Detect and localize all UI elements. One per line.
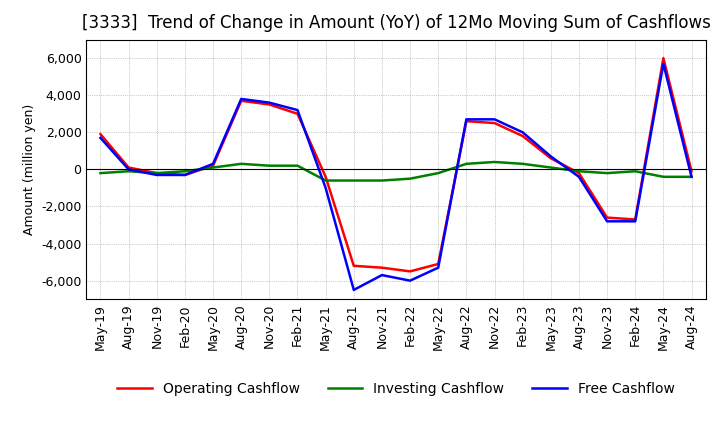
Operating Cashflow <box>96 132 105 137</box>
Operating Cashflow <box>153 170 161 176</box>
Free Cashflow <box>153 172 161 178</box>
Operating Cashflow <box>631 217 639 222</box>
Investing Cashflow <box>490 159 499 165</box>
Operating Cashflow <box>603 215 611 220</box>
Investing Cashflow <box>377 178 386 183</box>
Investing Cashflow <box>462 161 471 166</box>
Operating Cashflow <box>490 121 499 126</box>
Free Cashflow <box>406 278 415 283</box>
Legend: Operating Cashflow, Investing Cashflow, Free Cashflow: Operating Cashflow, Investing Cashflow, … <box>112 376 680 401</box>
Line: Operating Cashflow: Operating Cashflow <box>101 58 691 271</box>
Free Cashflow <box>293 107 302 113</box>
Investing Cashflow <box>687 174 696 180</box>
Operating Cashflow <box>575 170 583 176</box>
Free Cashflow <box>377 272 386 278</box>
Investing Cashflow <box>293 163 302 169</box>
Operating Cashflow <box>462 118 471 124</box>
Free Cashflow <box>546 154 555 159</box>
Free Cashflow <box>603 219 611 224</box>
Free Cashflow <box>575 174 583 180</box>
Investing Cashflow <box>96 170 105 176</box>
Investing Cashflow <box>631 169 639 174</box>
Operating Cashflow <box>321 174 330 180</box>
Operating Cashflow <box>659 55 667 61</box>
Investing Cashflow <box>153 170 161 176</box>
Line: Free Cashflow: Free Cashflow <box>101 64 691 290</box>
Title: [3333]  Trend of Change in Amount (YoY) of 12Mo Moving Sum of Cashflows: [3333] Trend of Change in Amount (YoY) o… <box>81 15 711 33</box>
Operating Cashflow <box>434 261 443 267</box>
Investing Cashflow <box>603 170 611 176</box>
Investing Cashflow <box>349 178 358 183</box>
Operating Cashflow <box>209 163 217 169</box>
Free Cashflow <box>125 167 133 172</box>
Operating Cashflow <box>546 156 555 161</box>
Operating Cashflow <box>237 98 246 103</box>
Investing Cashflow <box>321 178 330 183</box>
Operating Cashflow <box>293 111 302 117</box>
Free Cashflow <box>434 265 443 270</box>
Investing Cashflow <box>518 161 527 166</box>
Operating Cashflow <box>125 165 133 170</box>
Free Cashflow <box>462 117 471 122</box>
Operating Cashflow <box>406 269 415 274</box>
Investing Cashflow <box>237 161 246 166</box>
Operating Cashflow <box>265 102 274 107</box>
Free Cashflow <box>321 185 330 191</box>
Free Cashflow <box>490 117 499 122</box>
Investing Cashflow <box>181 169 189 174</box>
Operating Cashflow <box>518 133 527 139</box>
Operating Cashflow <box>377 265 386 270</box>
Free Cashflow <box>237 96 246 102</box>
Operating Cashflow <box>181 172 189 178</box>
Y-axis label: Amount (million yen): Amount (million yen) <box>22 104 35 235</box>
Investing Cashflow <box>659 174 667 180</box>
Investing Cashflow <box>265 163 274 169</box>
Free Cashflow <box>96 135 105 140</box>
Operating Cashflow <box>687 169 696 174</box>
Investing Cashflow <box>125 169 133 174</box>
Free Cashflow <box>687 174 696 180</box>
Line: Investing Cashflow: Investing Cashflow <box>101 162 691 180</box>
Free Cashflow <box>349 287 358 293</box>
Investing Cashflow <box>209 165 217 170</box>
Free Cashflow <box>181 172 189 178</box>
Investing Cashflow <box>575 169 583 174</box>
Free Cashflow <box>518 130 527 135</box>
Free Cashflow <box>265 100 274 105</box>
Free Cashflow <box>631 219 639 224</box>
Free Cashflow <box>209 161 217 166</box>
Operating Cashflow <box>349 263 358 268</box>
Investing Cashflow <box>546 165 555 170</box>
Investing Cashflow <box>434 170 443 176</box>
Free Cashflow <box>659 61 667 66</box>
Investing Cashflow <box>406 176 415 181</box>
